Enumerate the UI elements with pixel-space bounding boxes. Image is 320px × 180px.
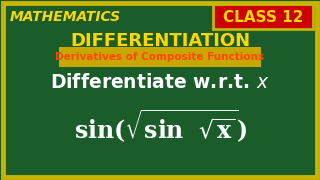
Text: Derivatives of Composite Functions: Derivatives of Composite Functions	[55, 52, 265, 62]
Text: Differentiate w.r.t. $x$: Differentiate w.r.t. $x$	[50, 73, 270, 92]
FancyBboxPatch shape	[59, 47, 261, 67]
Text: $\mathbf{sin(}\sqrt{\mathbf{sin}\ \ \sqrt{\mathbf{x}}}\mathbf{)}$: $\mathbf{sin(}\sqrt{\mathbf{sin}\ \ \sqr…	[74, 108, 246, 145]
Text: DIFFERENTIATION: DIFFERENTIATION	[70, 32, 250, 50]
Text: CLASS 12: CLASS 12	[223, 10, 303, 24]
FancyBboxPatch shape	[213, 4, 313, 29]
Text: MATHEMATICS: MATHEMATICS	[10, 10, 121, 24]
